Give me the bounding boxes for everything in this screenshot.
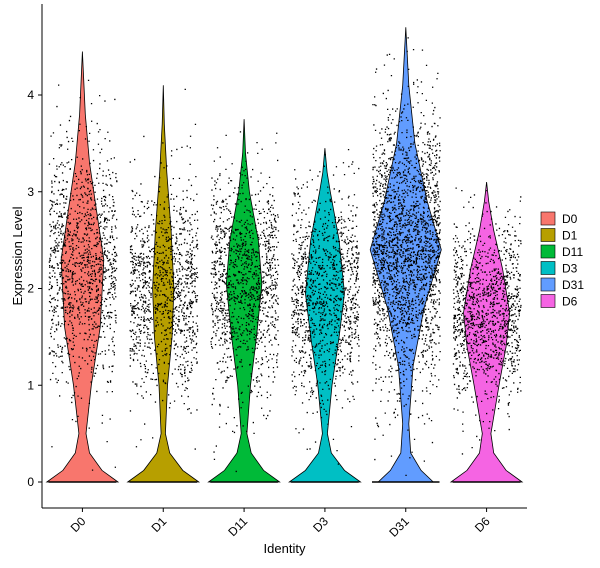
x-tick-label-d1: D1 [149,514,170,535]
y-tick-label: 3 [27,185,34,199]
legend-label-d0: D0 [562,212,578,226]
x-tick-label-d6: D6 [472,514,493,535]
points-d0 [48,79,118,483]
legend-label-d1: D1 [562,229,578,243]
violin-group-d1 [126,85,201,483]
y-axis-title: Expression Level [10,206,25,305]
plot-area [45,27,524,483]
legend-label-d6: D6 [562,295,578,309]
violin-d6 [449,182,524,483]
x-tick-label-d31: D31 [386,514,412,540]
legend-label-d31: D31 [562,278,584,292]
violin-d11 [207,119,281,483]
violin-group-d31 [369,27,442,483]
x-ticks: D0 D1 D11 D3 D31 D6 [68,508,493,540]
violin-group-d6 [449,182,524,483]
legend-key-d11 [540,244,556,259]
jitter-points-d6 [452,187,522,455]
violin-d31 [369,27,442,483]
legend-key-d0 [540,211,556,226]
x-tick-label-d3: D3 [310,514,331,535]
points-d31 [372,37,441,483]
y-tick-label: 0 [27,475,34,489]
legend-key-d6 [540,294,556,308]
x-tick-label-d0: D0 [68,514,89,535]
points-d1 [129,88,199,483]
y-tick-label: 1 [27,378,34,392]
legend-label-d3: D3 [562,262,578,276]
points-d3 [291,149,360,483]
points-d11 [210,131,280,483]
legend-label-d11: D11 [562,245,583,259]
violin-group-d0 [45,51,120,483]
jitter-points-d3 [291,149,360,465]
y-tick-label: 4 [27,88,34,102]
legend-key-d3 [540,261,556,275]
violin-group-d11 [207,119,281,483]
jitter-points-d1 [129,88,199,450]
points-d6 [452,187,522,483]
legend: D0 D1 D11 D3 D31 D6 [540,211,584,309]
legend-key-d1 [540,228,556,242]
violin-group-d3 [288,148,362,483]
y-ticks: 0 1 2 3 4 [27,88,42,489]
violin-d1 [126,85,201,483]
violin-d0 [45,51,120,483]
x-tick-label-d11: D11 [225,514,250,539]
x-axis-title: Identity [264,541,306,556]
legend-key-d31 [540,277,556,292]
y-tick-label: 2 [27,282,34,296]
